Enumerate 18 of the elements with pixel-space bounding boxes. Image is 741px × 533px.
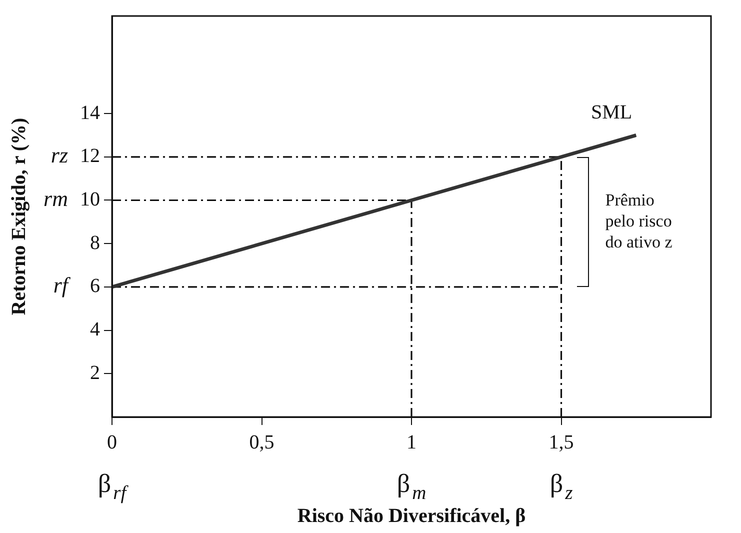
y-tick-label: 6 [90,275,100,298]
series-label: SML [591,101,632,124]
x-tick-label: 1 [406,431,416,454]
annotation: Prêmio pelo risco do ativo z [605,190,673,252]
y-tick-label: 8 [90,232,100,254]
x-tick-label: 0 [107,431,117,454]
x-axis-title: Risco Não Diversificável, β [297,505,526,528]
y-tick-label: 12 [80,145,100,168]
y-tick-label: 4 [90,318,100,341]
x-tick-label: 1,5 [548,431,574,454]
annotation: rm [44,186,68,212]
annotation: rf [53,272,71,298]
y-tick-label: 2 [90,362,100,384]
y-tick-label: 10 [80,188,100,210]
y-axis-title: Retorno Exigido, r (%) [8,118,30,316]
annotation: rz [50,142,68,168]
y-tick-label: 14 [80,102,100,124]
x-tick-label: 0,5 [249,431,274,454]
